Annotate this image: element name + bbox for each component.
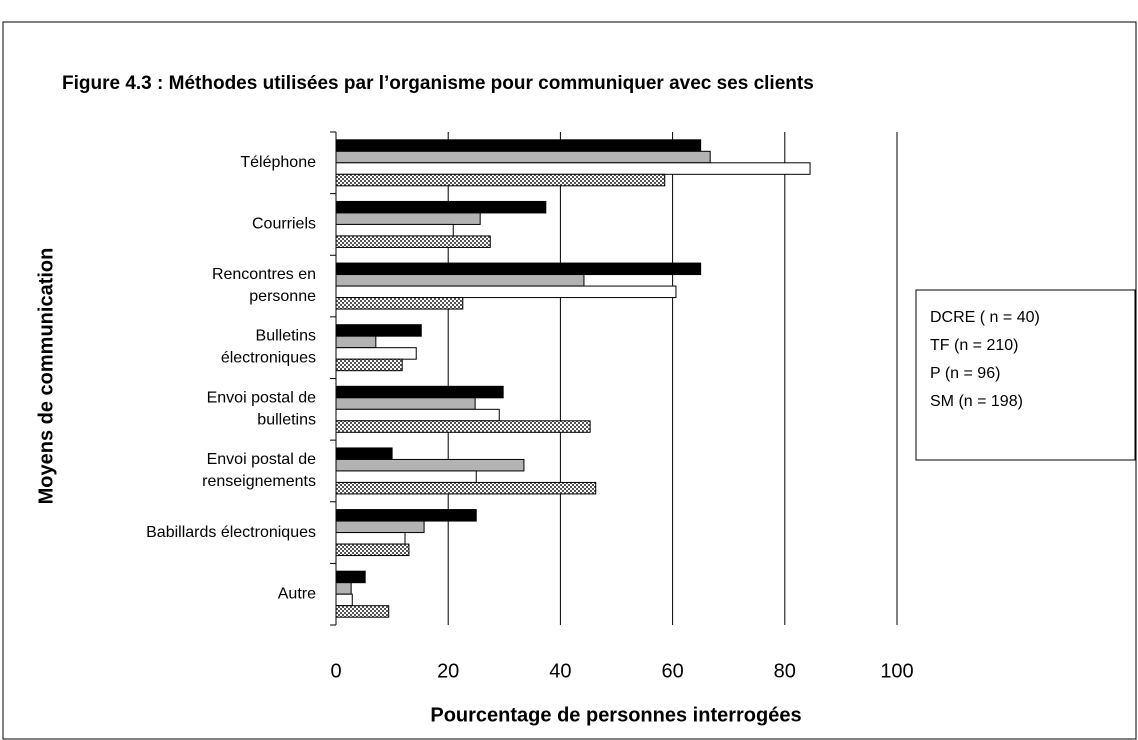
x-tick-label: 40	[549, 660, 571, 682]
bar	[335, 605, 390, 618]
bar	[335, 458, 525, 472]
legend-label: P (n = 96)	[930, 365, 1000, 382]
y-axis-title: Moyens de communication	[35, 248, 57, 505]
bar	[335, 570, 366, 584]
bar	[335, 593, 353, 607]
x-tick-label: 60	[661, 660, 683, 682]
y-tick-label: Babillards électroniques	[146, 524, 316, 541]
bar	[335, 481, 597, 495]
legend	[915, 289, 1136, 461]
legend-label: TF (n = 210)	[930, 337, 1018, 354]
bar	[335, 335, 377, 349]
y-tick-label: Bulletins électroniques	[221, 328, 316, 367]
y-tick-label: Envoi postal de renseignements	[202, 451, 316, 490]
x-tick-label: 0	[330, 660, 341, 682]
bar	[335, 408, 500, 422]
x-tick-label: 80	[774, 660, 796, 682]
bar	[335, 150, 711, 164]
bar	[335, 347, 417, 360]
bar	[335, 262, 702, 276]
bar	[335, 509, 477, 522]
bar	[335, 235, 491, 248]
bar	[335, 297, 464, 310]
y-tick-label: Rencontres en personne	[212, 266, 316, 305]
bar	[335, 285, 677, 299]
bar	[335, 274, 585, 287]
bar	[335, 324, 422, 337]
bar	[335, 212, 481, 225]
bar	[335, 162, 811, 175]
bar	[335, 358, 403, 372]
bar	[335, 173, 666, 187]
bar	[335, 447, 393, 460]
frame	[2, 21, 1137, 740]
y-tick-label: Envoi postal de bulletins	[207, 390, 317, 429]
bar	[335, 397, 476, 410]
bar	[335, 520, 425, 534]
bar	[335, 582, 352, 595]
y-tick-label: Téléphone	[240, 154, 316, 171]
x-axis-title: Pourcentage de personnes interrogées	[430, 704, 801, 726]
bar	[335, 385, 504, 399]
bar	[335, 223, 454, 237]
bar	[335, 532, 406, 545]
y-tick-label: Courriels	[252, 216, 316, 233]
bar	[335, 420, 591, 433]
bar	[335, 200, 547, 214]
chart-title: Figure 4.3 : Méthodes utilisées par l’or…	[62, 73, 814, 94]
legend-label: DCRE ( n = 40)	[930, 309, 1040, 326]
bar	[335, 139, 702, 152]
legend-label: SM (n = 198)	[930, 393, 1023, 410]
bar	[335, 470, 477, 483]
x-tick-label: 100	[880, 660, 913, 682]
bar	[335, 543, 410, 557]
y-tick-label: Autre	[278, 585, 316, 602]
x-tick-label: 20	[437, 660, 459, 682]
